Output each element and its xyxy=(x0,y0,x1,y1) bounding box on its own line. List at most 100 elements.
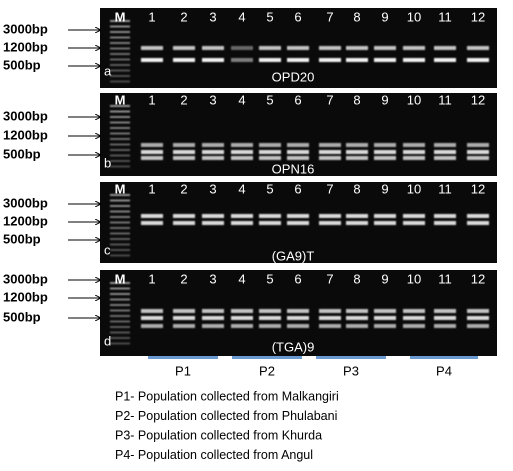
lane-label: 5 xyxy=(266,181,273,196)
dna-band xyxy=(467,221,489,225)
ladder-band xyxy=(110,143,130,146)
dna-band xyxy=(141,221,163,225)
dna-band xyxy=(467,309,489,313)
dna-band xyxy=(374,316,396,320)
primer-label: OPN16 xyxy=(272,161,315,176)
lane-label: 10 xyxy=(407,181,421,196)
dna-band xyxy=(374,221,396,225)
bands xyxy=(110,20,489,83)
dna-band xyxy=(434,143,456,147)
lane-label: 4 xyxy=(238,181,245,196)
primer-label: OPD20 xyxy=(272,69,315,84)
ladder-band xyxy=(110,47,130,50)
ladder-band xyxy=(110,127,130,129)
dna-band xyxy=(319,156,341,160)
dna-band xyxy=(287,324,309,328)
dna-band xyxy=(434,309,456,313)
dna-band xyxy=(287,143,309,147)
primer-label: (GA9)T xyxy=(272,248,315,263)
dna-band xyxy=(259,156,281,160)
ladder-band xyxy=(110,221,130,224)
dna-band xyxy=(231,58,253,62)
dna-band xyxy=(202,143,224,147)
size-marker: 500bp xyxy=(3,231,41,246)
dna-band xyxy=(259,221,281,225)
dna-band xyxy=(346,214,368,218)
dna-band xyxy=(467,156,489,160)
dna-band xyxy=(141,150,163,154)
dna-band xyxy=(374,309,396,313)
dna-band xyxy=(403,214,425,218)
lane-label: 2 xyxy=(180,92,187,107)
lane-label: 7 xyxy=(326,181,333,196)
group-label: P3 xyxy=(343,363,359,378)
lane-label: 10 xyxy=(407,9,421,24)
bands xyxy=(110,282,489,345)
dna-band xyxy=(374,143,396,147)
legend-entry: P2- Population collected from Phulabani xyxy=(115,409,337,423)
dna-band xyxy=(346,221,368,225)
dna-band xyxy=(403,46,425,50)
ladder-band xyxy=(110,315,130,317)
ladder-band xyxy=(110,199,130,202)
dna-band xyxy=(202,309,224,313)
dna-band xyxy=(403,221,425,225)
ladder-band xyxy=(110,282,130,284)
size-marker: 1200bp xyxy=(3,289,48,304)
dna-band xyxy=(287,58,309,62)
ladder-band xyxy=(110,210,130,213)
lane-label: 12 xyxy=(471,9,485,24)
ladder-band xyxy=(110,25,130,28)
dna-band xyxy=(141,46,163,50)
lane-label: M xyxy=(115,271,126,286)
dna-band xyxy=(319,309,341,313)
dna-band xyxy=(346,58,368,62)
lane-label: 3 xyxy=(209,92,216,107)
dna-band xyxy=(259,214,281,218)
dna-band xyxy=(467,214,489,218)
dna-band xyxy=(259,143,281,147)
dna-band xyxy=(173,58,195,62)
dna-band xyxy=(346,309,368,313)
lane-label: 9 xyxy=(381,271,388,286)
panel-letter: d xyxy=(104,333,111,348)
lane-label: 8 xyxy=(353,181,360,196)
dna-band xyxy=(202,46,224,50)
dna-band xyxy=(403,58,425,62)
ladder-band xyxy=(110,165,130,168)
dna-band xyxy=(231,143,253,147)
dna-band xyxy=(403,156,425,160)
ladder-band xyxy=(110,121,130,124)
lane-label: 4 xyxy=(238,271,245,286)
lane-label: 10 xyxy=(407,92,421,107)
group-label: P1 xyxy=(175,363,191,378)
dna-band xyxy=(287,309,309,313)
dna-band xyxy=(231,316,253,320)
dna-band xyxy=(202,324,224,328)
lane-label: 1 xyxy=(148,271,155,286)
dna-band xyxy=(231,46,253,50)
lane-label: 1 xyxy=(148,92,155,107)
lane-label: 2 xyxy=(180,9,187,24)
dna-band xyxy=(202,214,224,218)
ladder-band xyxy=(110,337,130,339)
lane-label: 6 xyxy=(294,181,301,196)
lane-label: 5 xyxy=(266,271,273,286)
lane-label: 11 xyxy=(438,271,452,286)
ladder-band xyxy=(110,326,130,328)
lane-label: 7 xyxy=(326,92,333,107)
dna-band xyxy=(434,324,456,328)
dna-band xyxy=(287,316,309,320)
lane-label: 5 xyxy=(266,92,273,107)
ladder-band xyxy=(110,42,130,44)
dna-band xyxy=(319,214,341,218)
ladder-band xyxy=(110,149,130,151)
lane-label: 9 xyxy=(381,181,388,196)
lane-label: 8 xyxy=(353,271,360,286)
dna-band xyxy=(231,214,253,218)
lane-label: 8 xyxy=(353,92,360,107)
ladder-band xyxy=(110,20,130,22)
dna-band xyxy=(202,316,224,320)
dna-band xyxy=(202,156,224,160)
dna-band xyxy=(141,309,163,313)
